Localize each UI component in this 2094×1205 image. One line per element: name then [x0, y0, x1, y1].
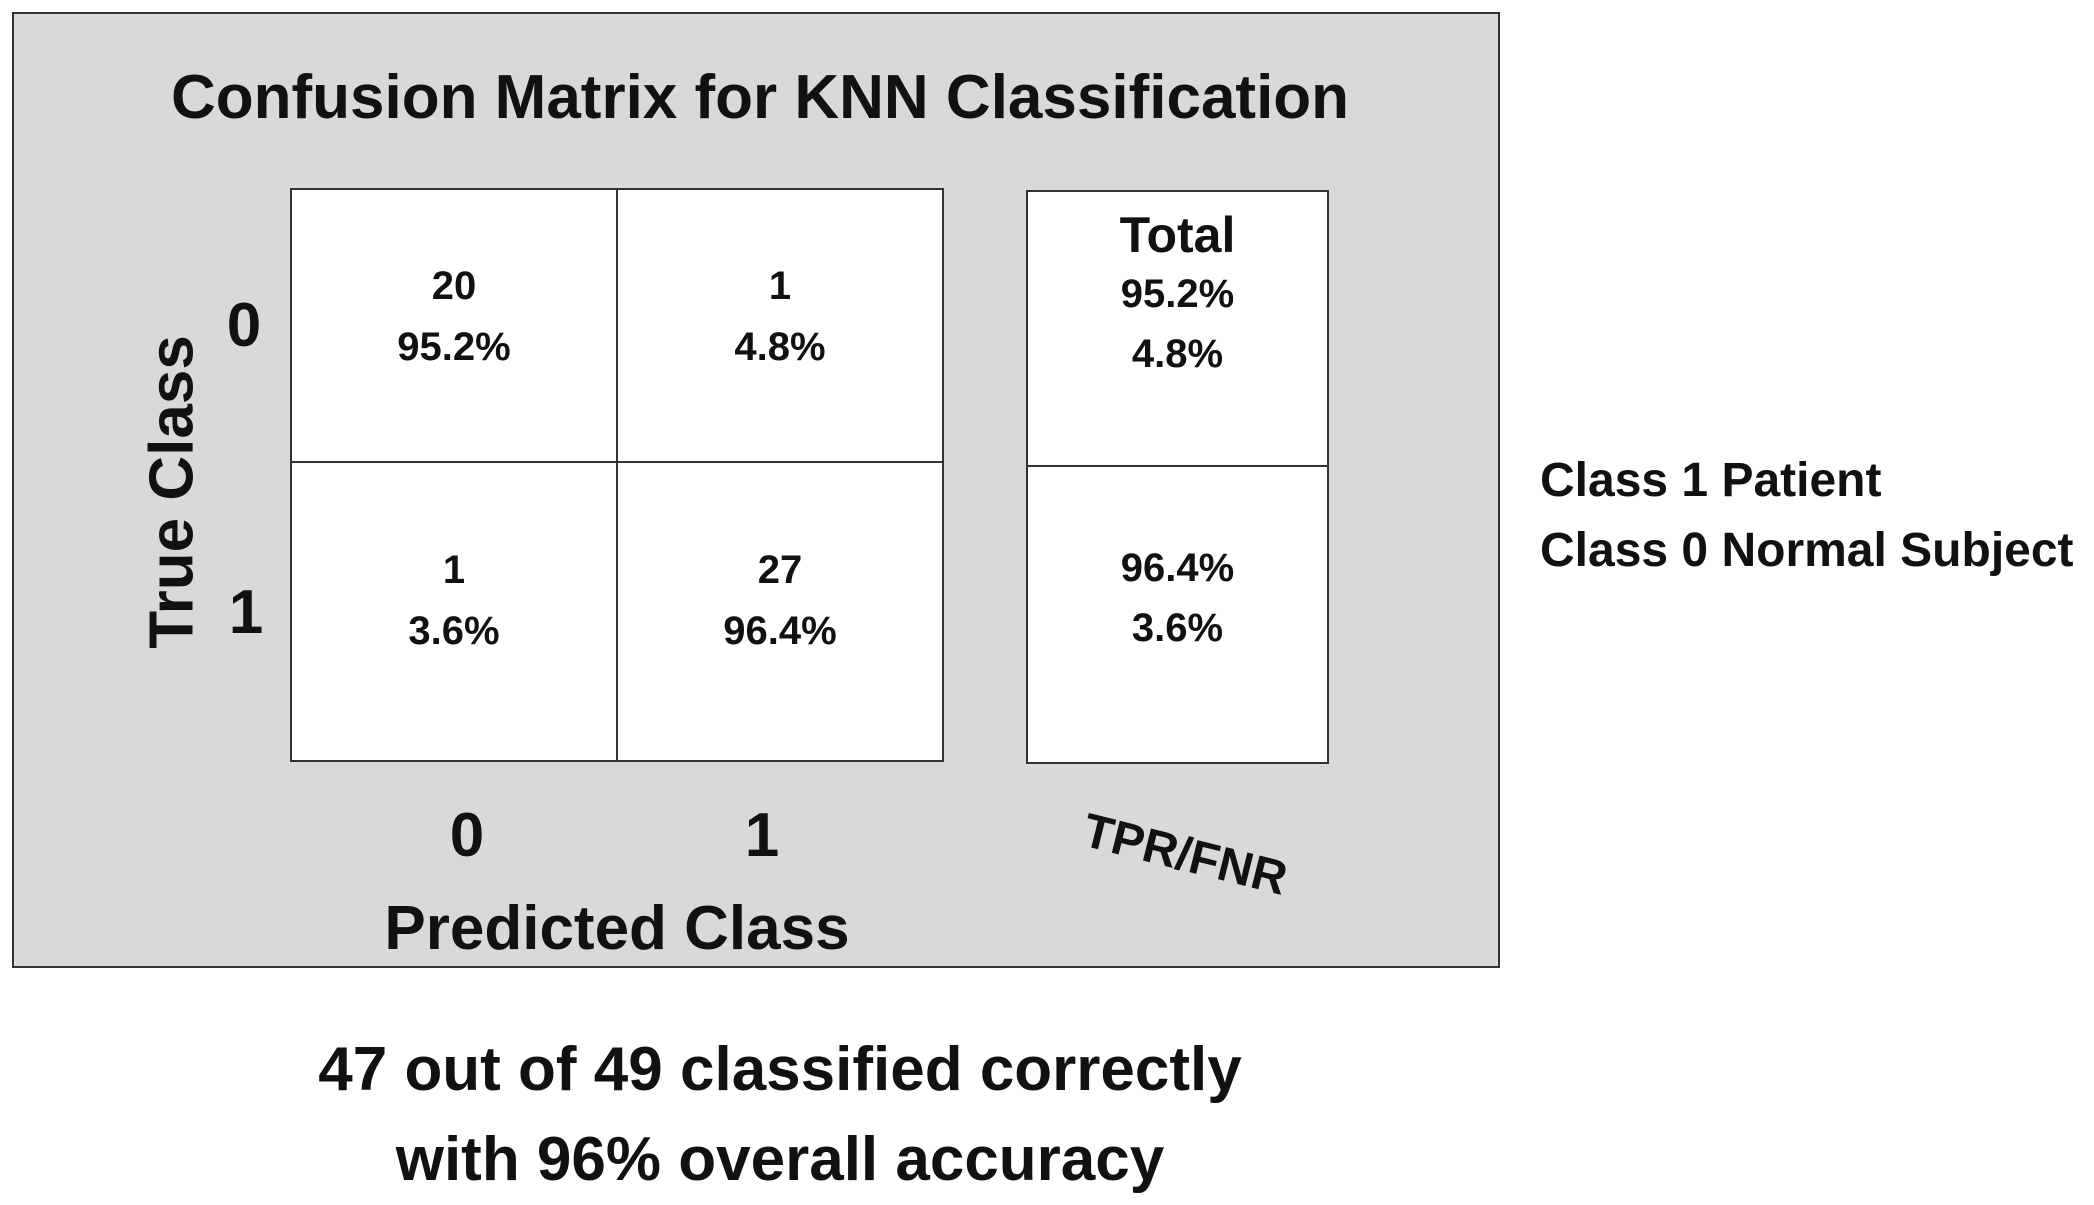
y-axis-label: True Class [137, 335, 207, 649]
totals-header: Total [1119, 207, 1236, 263]
matrix-cell-1-0: 1 3.6% [292, 540, 616, 662]
cell-percent: 96.4% [723, 609, 837, 653]
matrix-cell-1-1: 27 96.4% [618, 540, 942, 662]
y-tick-0: 0 [226, 291, 262, 360]
fnr-value: 4.8% [1131, 332, 1224, 376]
totals-row-0: Total 95.2% 4.8% [1028, 206, 1327, 384]
cell-count: 1 [768, 264, 792, 308]
x-axis-label: Predicted Class [384, 894, 850, 963]
y-tick-1: 1 [228, 578, 264, 647]
cell-percent: 4.8% [734, 325, 826, 369]
x-tick-1: 1 [744, 801, 780, 870]
class-legend: Class 1 Patient Class 0 Normal Subject [1540, 446, 2074, 586]
totals-divider [1028, 465, 1327, 467]
cell-percent: 95.2% [397, 325, 511, 369]
grid-horizontal-divider [292, 461, 942, 463]
fnr-value: 3.6% [1131, 606, 1224, 650]
legend-entry: Class 0 Normal Subject [1540, 524, 2074, 577]
confusion-matrix-grid: 20 95.2% 1 4.8% 1 3.6% 27 96.4% [290, 188, 944, 762]
cell-percent: 3.6% [408, 609, 500, 653]
chart-title: Confusion Matrix for KNN Classification [170, 63, 1350, 132]
cell-count: 1 [442, 548, 466, 592]
cell-count: 27 [757, 548, 803, 592]
tpr-value: 96.4% [1120, 546, 1235, 590]
matrix-cell-0-1: 1 4.8% [618, 256, 942, 378]
matrix-cell-0-0: 20 95.2% [292, 256, 616, 378]
cell-count: 20 [431, 264, 477, 308]
tpr-value: 95.2% [1120, 272, 1235, 316]
accuracy-summary: 47 out of 49 classified correctly with 9… [0, 1025, 1560, 1205]
legend-entry: Class 1 Patient [1540, 454, 1882, 507]
totals-row-1: 96.4% 3.6% [1028, 538, 1327, 658]
summary-line: with 96% overall accuracy [395, 1125, 1165, 1194]
x-tick-0: 0 [449, 801, 485, 870]
grid-vertical-divider [616, 190, 618, 760]
totals-column: Total 95.2% 4.8% 96.4% 3.6% [1026, 190, 1329, 764]
summary-line: 47 out of 49 classified correctly [318, 1035, 1242, 1104]
